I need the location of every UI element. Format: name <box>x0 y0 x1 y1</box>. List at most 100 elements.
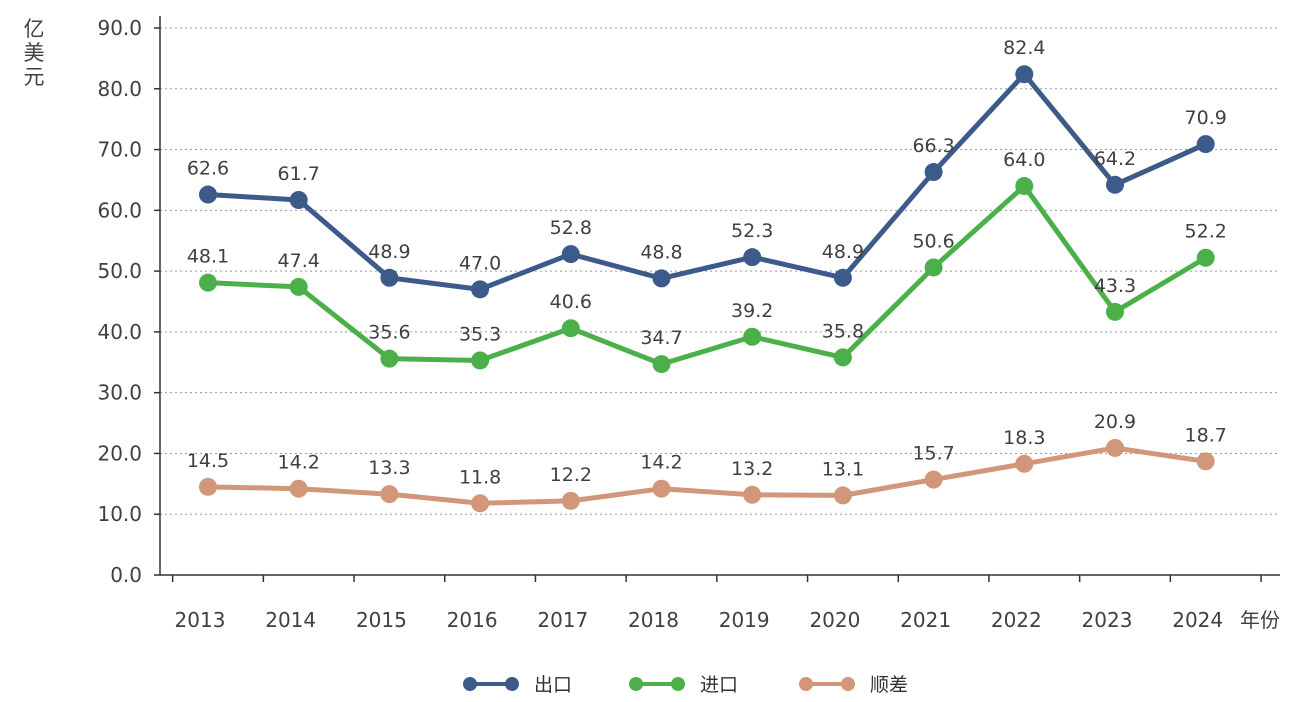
x-tick-labels: 2013 2014 2015 2016 2017 2018 2019 2020 2021 2022… <box>175 608 1224 632</box>
x-tick-label: 2020 <box>809 608 860 632</box>
data-point <box>1106 302 1124 321</box>
y-axis-label: 亿美元 <box>24 17 45 89</box>
data-label: 35.8 <box>822 320 864 342</box>
y-axis-label-char: 元 <box>24 65 45 89</box>
data-label: 52.2 <box>1185 221 1227 243</box>
data-point <box>924 163 943 182</box>
data-label: 18.7 <box>1185 424 1227 446</box>
series-line <box>205 445 1209 506</box>
legend-swatch-dot <box>799 677 813 691</box>
data-label: 52.8 <box>550 217 592 239</box>
x-tick-label: 2016 <box>447 608 498 632</box>
data-label: 13.2 <box>731 458 773 480</box>
data-point <box>652 479 671 498</box>
data-point <box>833 486 852 505</box>
data-point <box>1106 438 1124 457</box>
data-point <box>471 351 490 370</box>
x-tick-label: 2024 <box>1172 608 1223 632</box>
x-tick-label: 2017 <box>537 608 588 632</box>
data-label: 66.3 <box>912 135 954 157</box>
data-point <box>1196 452 1215 471</box>
x-tick-label: 2015 <box>356 608 407 632</box>
series-lines <box>199 65 1215 513</box>
data-label: 35.6 <box>368 322 410 344</box>
y-tick-label: 50.0 <box>97 259 142 283</box>
series-line <box>205 183 1209 367</box>
data-label: 47.0 <box>459 252 501 274</box>
data-label: 14.2 <box>278 452 320 474</box>
data-point <box>199 477 217 496</box>
legend-swatch-dot <box>505 677 519 691</box>
data-label: 14.5 <box>187 450 229 472</box>
data-label: 48.9 <box>368 241 410 263</box>
data-point <box>1015 65 1034 84</box>
y-tick-label: 90.0 <box>97 16 142 40</box>
legend-swatch-dot <box>671 677 685 691</box>
data-point <box>833 268 852 287</box>
data-label: 20.9 <box>1094 411 1136 433</box>
x-tick-label: 2018 <box>628 608 679 632</box>
data-label: 50.6 <box>912 230 954 252</box>
data-label: 14.2 <box>640 452 682 474</box>
data-point <box>1106 175 1124 194</box>
data-label: 35.3 <box>459 323 501 345</box>
x-tick-label: 2023 <box>1082 608 1133 632</box>
data-point <box>1015 177 1034 196</box>
data-point <box>1015 454 1034 473</box>
data-label: 13.3 <box>368 457 410 479</box>
legend-label: 进口 <box>700 674 738 696</box>
data-point <box>199 185 217 204</box>
data-point <box>924 470 943 489</box>
legend-label: 出口 <box>534 674 572 696</box>
data-point <box>561 491 580 510</box>
y-tick-label: 20.0 <box>97 441 142 465</box>
data-point <box>471 494 490 513</box>
data-label: 12.2 <box>550 464 592 486</box>
x-tick-label: 2019 <box>719 608 770 632</box>
y-axis-label-char: 美 <box>24 41 45 65</box>
data-label: 39.2 <box>731 300 773 322</box>
data-label: 43.3 <box>1094 275 1136 297</box>
data-point <box>561 319 580 338</box>
series-line <box>205 71 1209 292</box>
y-tick-labels: 0.0 10.0 20.0 30.0 40.0 50.0 60.0 70.0 80.0 90.0 <box>97 16 142 587</box>
x-tick-label: 2021 <box>900 608 951 632</box>
legend: 出口 进口 顺差 <box>463 674 908 696</box>
data-point <box>1196 248 1215 267</box>
data-label: 82.4 <box>1003 37 1045 59</box>
x-axis-label: 年份 <box>1240 608 1280 632</box>
data-label: 48.9 <box>822 241 864 263</box>
data-point <box>289 277 308 296</box>
data-labels: 62.6 61.7 48.9 47.0 52.8 48.8 52.3 48.9 66.3 82.4… <box>187 37 1227 488</box>
data-label: 11.8 <box>459 466 501 488</box>
data-label: 18.3 <box>1003 427 1045 449</box>
data-point <box>652 269 671 288</box>
legend-swatch-dot <box>841 677 855 691</box>
legend-label: 顺差 <box>870 674 908 696</box>
data-label: 64.2 <box>1094 148 1136 170</box>
y-tick-label: 60.0 <box>97 198 142 222</box>
data-label: 61.7 <box>278 163 320 185</box>
data-point <box>289 191 308 210</box>
y-tick-label: 10.0 <box>97 502 142 526</box>
data-point <box>199 273 217 292</box>
data-label: 40.6 <box>550 291 592 313</box>
data-label: 34.7 <box>640 327 682 349</box>
data-label: 47.4 <box>278 250 320 272</box>
gridlines <box>160 27 1280 515</box>
y-tick-label: 0.0 <box>110 563 142 587</box>
data-point <box>561 245 580 264</box>
data-label: 15.7 <box>912 443 954 465</box>
axes <box>154 16 1280 582</box>
data-point <box>471 280 490 299</box>
data-point <box>833 348 852 367</box>
y-tick-label: 70.0 <box>97 138 142 162</box>
legend-swatch-dot <box>629 677 643 691</box>
y-tick-label: 80.0 <box>97 77 142 101</box>
legend-swatch-dot <box>463 677 477 691</box>
x-tick-label: 2013 <box>175 608 226 632</box>
data-point <box>380 485 399 504</box>
data-point <box>289 479 308 498</box>
y-tick-label: 30.0 <box>97 381 142 405</box>
y-axis-label-char: 亿 <box>24 17 45 41</box>
